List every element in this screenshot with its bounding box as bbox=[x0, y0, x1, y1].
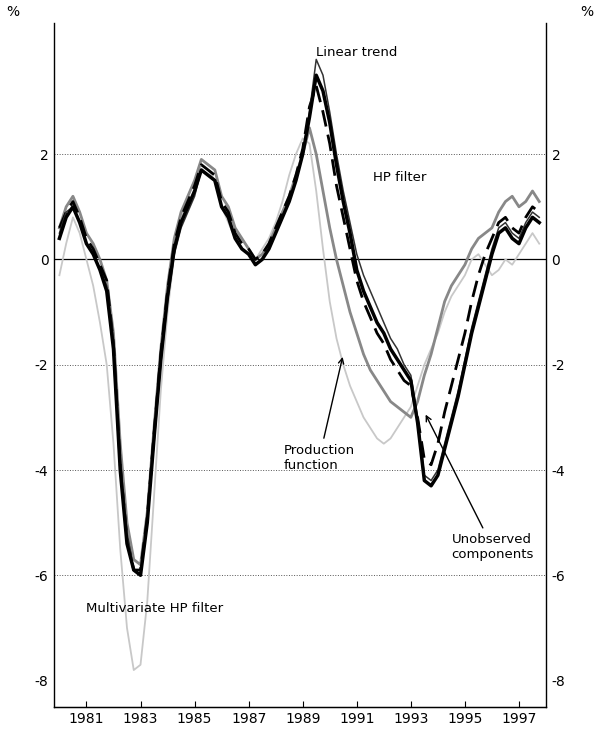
Text: Multivariate HP filter: Multivariate HP filter bbox=[86, 602, 224, 614]
Text: Linear trend: Linear trend bbox=[316, 47, 398, 59]
Text: HP filter: HP filter bbox=[373, 171, 427, 184]
Text: Production
function: Production function bbox=[284, 359, 355, 472]
Text: %: % bbox=[580, 5, 593, 19]
Text: Unobserved
components: Unobserved components bbox=[427, 416, 534, 561]
Text: %: % bbox=[7, 5, 20, 19]
